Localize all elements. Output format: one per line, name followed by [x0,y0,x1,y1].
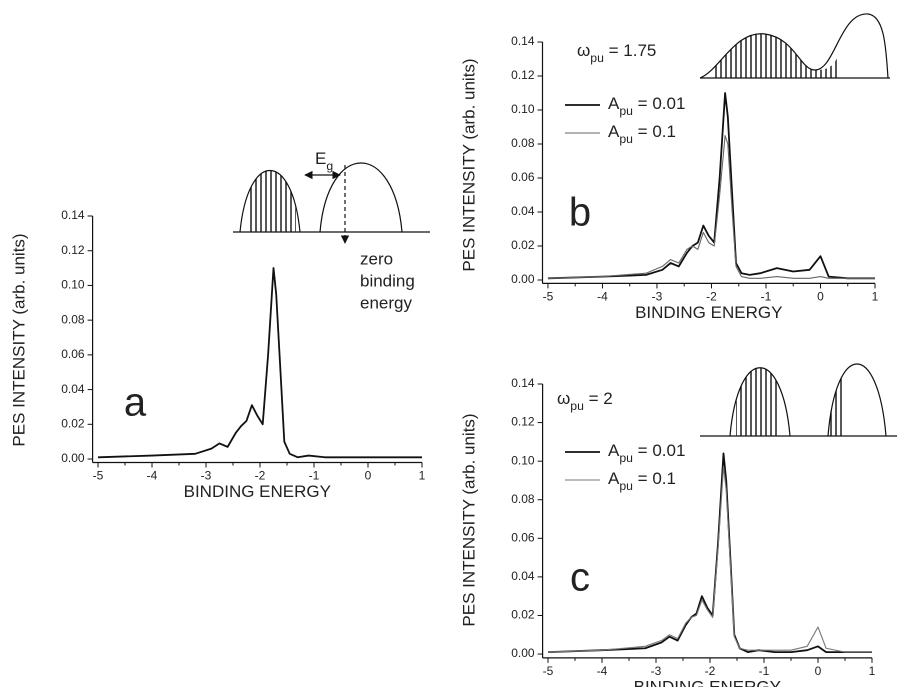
x-tick-label: -4 [597,664,608,678]
legend-label: Apu = 0.01 [608,94,685,118]
x-tick-label: -4 [147,469,158,483]
x-tick-label: 0 [365,469,372,483]
x-axis-label: BINDING ENERGY [184,482,331,501]
y-tick-label: 0.06 [61,347,85,361]
y-tick-label: 0.12 [511,415,535,429]
y-tick-label: 0.08 [61,312,85,326]
y-tick-label: 0.02 [511,238,535,252]
x-tick-label: -5 [543,290,554,304]
x-tick-label: -1 [309,469,320,483]
data-line [547,466,872,653]
data-line [97,267,422,459]
inset-band-diagram [233,162,430,244]
inset-band-diagram [700,363,897,437]
y-tick-label: 0.14 [511,34,535,48]
y-tick-label: 0.04 [511,204,535,218]
x-tick-label: -5 [93,469,104,483]
y-tick-label: 0.12 [511,68,535,82]
y-tick-label: 0.02 [61,416,85,430]
x-tick-label: 0 [815,664,822,678]
y-tick-label: 0.14 [511,376,535,390]
panel-title: ωpu = 1.75 [577,41,656,65]
panel-label: c [570,556,590,600]
annotation: zero [360,249,393,268]
x-tick-label: 1 [872,290,879,304]
legend-label: Apu = 0.1 [608,122,676,146]
x-tick-label: 0 [817,290,824,304]
y-tick-label: 0.10 [511,453,535,467]
y-tick-label: 0.00 [511,272,535,286]
panel-label: a [124,381,147,425]
annotation: Eg [315,149,333,173]
y-tick-label: 0.10 [61,278,85,292]
annotation: energy [360,293,412,312]
x-tick-label: 1 [419,469,426,483]
x-axis-label: BINDING ENERGY [634,677,781,687]
x-tick-label: -4 [597,290,608,304]
x-tick-label: -3 [651,664,662,678]
y-tick-label: 0.10 [511,102,535,116]
y-tick-label: 0.04 [511,569,535,583]
x-tick-label: -3 [201,469,212,483]
y-tick-label: 0.08 [511,492,535,506]
y-tick-label: 0.14 [61,208,85,222]
x-tick-label: -2 [706,290,717,304]
data-line [547,92,875,280]
legend-label: Apu = 0.01 [608,441,685,465]
y-tick-label: 0.06 [511,530,535,544]
x-tick-label: -1 [761,290,772,304]
legend-label: Apu = 0.1 [608,469,676,493]
x-tick-label: -2 [255,469,266,483]
data-line [547,452,872,654]
x-tick-label: -3 [652,290,663,304]
y-tick-label: 0.00 [511,646,535,660]
x-axis-label: BINDING ENERGY [635,303,782,322]
y-tick-label: 0.06 [511,170,535,184]
x-tick-label: -2 [705,664,716,678]
data-line [547,134,875,279]
inset-band-diagram [699,13,890,79]
x-tick-label: -1 [759,664,770,678]
x-tick-label: -5 [543,664,554,678]
panel-label: b [569,191,591,235]
y-axis-label: PES INTENSITY (arb. units) [459,58,478,271]
y-tick-label: 0.02 [511,608,535,622]
y-tick-label: 0.04 [61,382,85,396]
x-tick-label: 1 [869,664,876,678]
annotation: binding [360,271,415,290]
y-tick-label: 0.00 [61,451,85,465]
panel-title: ωpu = 2 [557,389,613,413]
y-axis-label: PES INTENSITY (arb. units) [9,233,28,446]
y-tick-label: 0.12 [61,243,85,257]
y-tick-label: 0.08 [511,136,535,150]
y-axis-label: PES INTENSITY (arb. units) [459,413,478,626]
